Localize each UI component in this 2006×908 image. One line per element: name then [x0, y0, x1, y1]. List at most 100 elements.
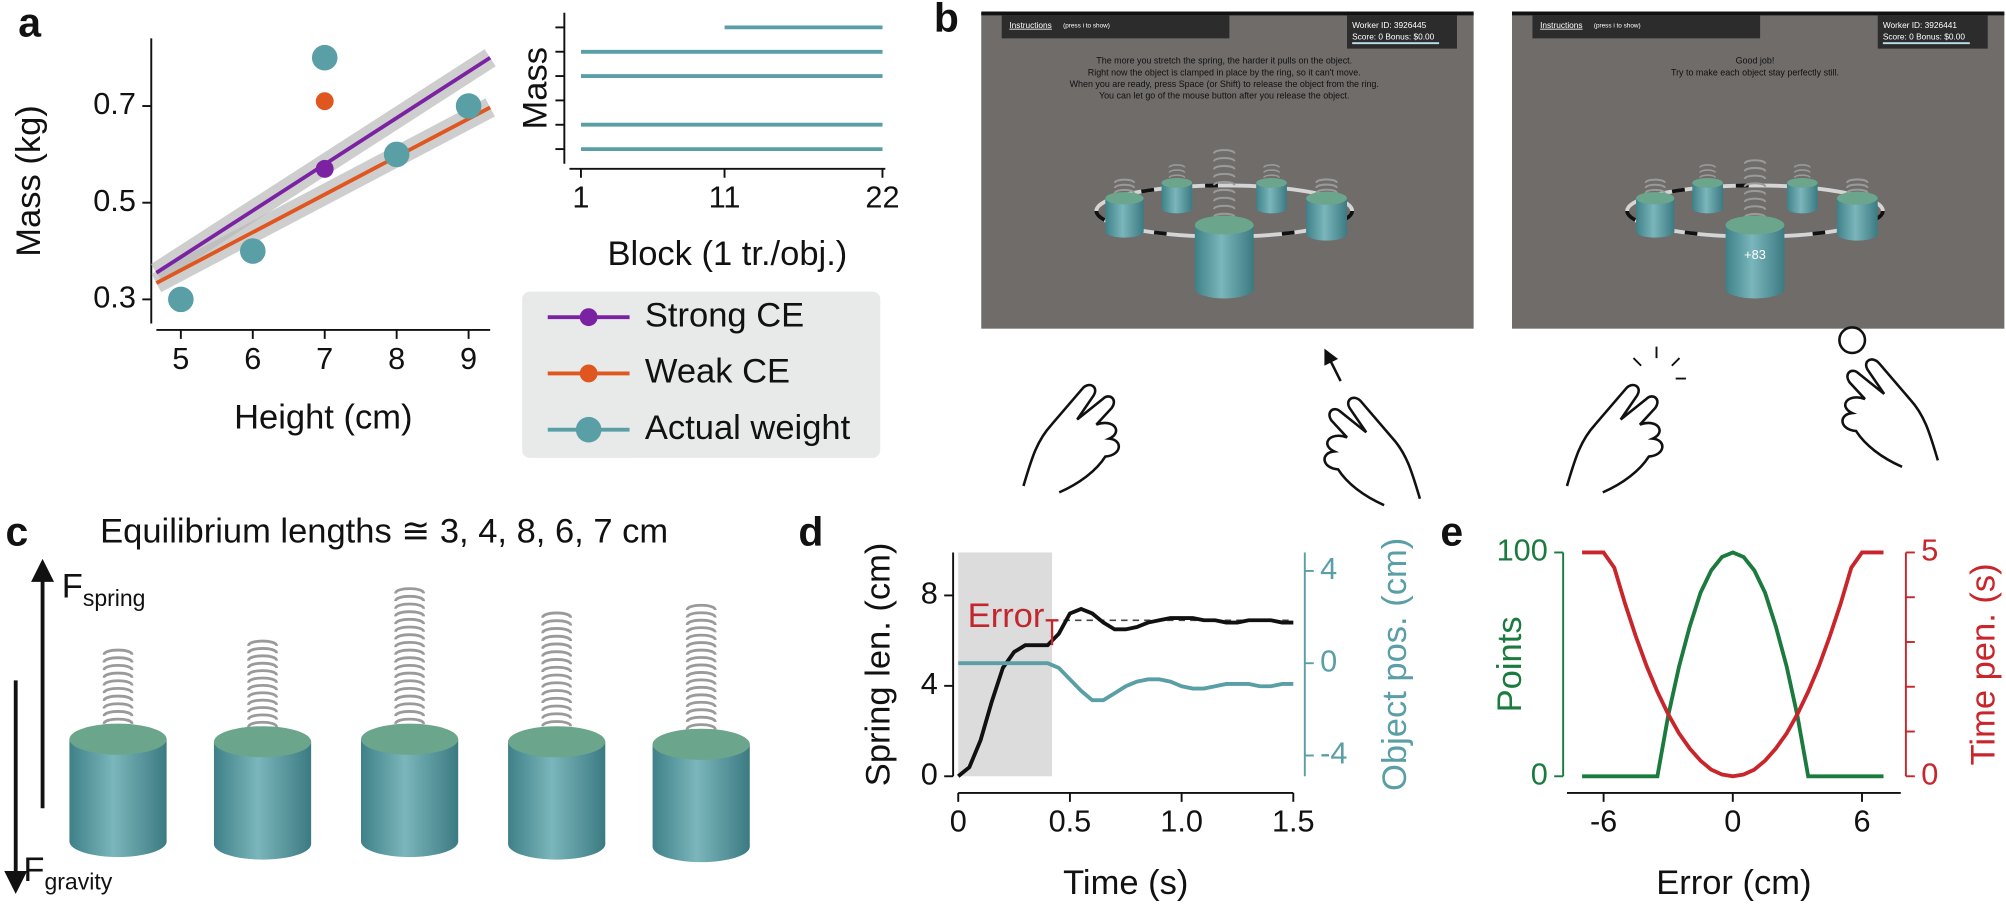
x-tick-label: 9 [460, 341, 477, 376]
x-tick-label: 1.5 [1272, 804, 1315, 839]
x-tick-label: 7 [316, 341, 333, 376]
point [239, 238, 266, 264]
y-axis-label: Points [1491, 616, 1529, 712]
cylinder-base [1725, 279, 1785, 299]
message: Try to make each object stay perfectly s… [1671, 67, 1839, 77]
instructions-bar [1001, 15, 1230, 39]
worker-id: Worker ID: 3926441 [1883, 20, 1957, 30]
force-label: Fspring [62, 567, 146, 610]
screen-top-border [1511, 11, 2005, 16]
cylinder-base [1306, 227, 1348, 241]
cylinder-base [213, 828, 312, 860]
legend-box [522, 291, 881, 458]
point [383, 141, 410, 168]
x-tick-label: 22 [865, 180, 899, 215]
cylinder-body [1194, 225, 1254, 290]
cylinder-top [1161, 177, 1193, 188]
screenshot: Instructions (press i to show) Worker ID: … [981, 11, 1474, 329]
x-tick-label: 0 [950, 804, 967, 839]
cylinder-body [361, 739, 459, 842]
score: Score: 0 Bonus: $0.00 [1352, 31, 1434, 41]
tap-marks [1632, 346, 1686, 380]
cylinder-top [213, 726, 312, 758]
cylinder-base [1161, 203, 1193, 214]
press-mark [1838, 326, 1867, 355]
x-tick-label: 6 [1853, 804, 1870, 839]
cylinder-top [1194, 215, 1254, 235]
instructions-bar [1532, 15, 1761, 39]
cylinder-top [361, 723, 459, 755]
hand-icon [1323, 396, 1422, 507]
hand-icon [1022, 383, 1121, 494]
message: Good job! [1736, 56, 1775, 66]
y-tick-label: 0.5 [93, 183, 136, 218]
message: The more you stretch the spring, the har… [1096, 56, 1352, 66]
x-axis-label: Error (cm) [1656, 864, 1811, 902]
legend-label: Actual weight [645, 409, 851, 447]
legend-marker [579, 308, 598, 327]
x-tick-label: 5 [172, 341, 189, 376]
legend-label: Weak CE [645, 353, 790, 391]
cylinder-base [1194, 279, 1254, 299]
cylinder-base [652, 831, 750, 863]
y2-axis-label: Object pos. (cm) [1376, 538, 1414, 791]
point [455, 93, 482, 119]
hand-icon [1565, 383, 1664, 494]
cylinder-base [508, 828, 606, 860]
x-tick-label: 6 [244, 341, 261, 376]
cylinder-top [69, 723, 167, 755]
screen-top-border [981, 11, 1474, 16]
cylinder-body [1725, 225, 1785, 290]
cylinder-top [1636, 192, 1675, 205]
cylinder-body [508, 741, 606, 845]
cylinder-body [213, 741, 312, 845]
drag-arrow [1324, 348, 1342, 382]
x-tick-label: 11 [709, 180, 741, 215]
x-axis-label: Time (s) [1063, 864, 1188, 902]
cylinder-top [1306, 191, 1348, 205]
spring [394, 587, 426, 740]
line [957, 606, 1294, 778]
legend-marker [575, 416, 602, 443]
panel-label: c [5, 508, 28, 554]
instructions-hint: (press i to show) [1594, 22, 1641, 29]
y-tick-label: 0 [1531, 756, 1548, 791]
cylinder-top [1256, 177, 1287, 188]
y2-axis-label: Time pen. (s) [1964, 563, 2002, 765]
x-tick-label: 1 [572, 180, 589, 215]
y-tick-label: 0 [921, 756, 938, 791]
y-tick-label: 4 [921, 666, 938, 701]
panel-label: e [1440, 508, 1463, 554]
x-tick-label: -6 [1590, 804, 1617, 839]
message: Right now the object is clamped in place… [1088, 67, 1361, 77]
cylinder-base [1786, 203, 1818, 214]
progress [1882, 42, 1970, 45]
cylinder-base [69, 825, 167, 858]
error-label: Error [968, 597, 1045, 635]
cylinder-top [508, 726, 606, 758]
force-subscript: gravity [44, 869, 112, 895]
y-tick-label: 0.7 [93, 86, 136, 121]
cylinder-top [652, 728, 750, 760]
cylinder-top [1725, 215, 1785, 235]
instructions-link: Instructions [1009, 20, 1051, 30]
cylinder-base [1692, 203, 1724, 214]
x-axis-label: Height (cm) [234, 399, 412, 437]
point [168, 286, 194, 313]
x-tick-label: 0 [1724, 804, 1741, 839]
y2-tick-label: 5 [1921, 533, 1938, 568]
progress [1352, 42, 1440, 45]
hand-icon [1841, 358, 1940, 468]
message: When you are ready, press Space (or Shif… [1070, 79, 1379, 89]
instructions-hint: (press i to show) [1063, 22, 1110, 29]
legend-marker [579, 364, 598, 383]
force-symbol: F [23, 851, 44, 889]
cylinder-top [1105, 192, 1144, 205]
fit-line [155, 105, 492, 285]
message: You can let go of the mouse button after… [1099, 90, 1350, 100]
panel-label: a [18, 0, 42, 45]
cylinder-base [361, 825, 459, 858]
x-tick-label: 0.5 [1049, 804, 1092, 839]
y-axis-label: Mass (kg) [10, 105, 48, 257]
